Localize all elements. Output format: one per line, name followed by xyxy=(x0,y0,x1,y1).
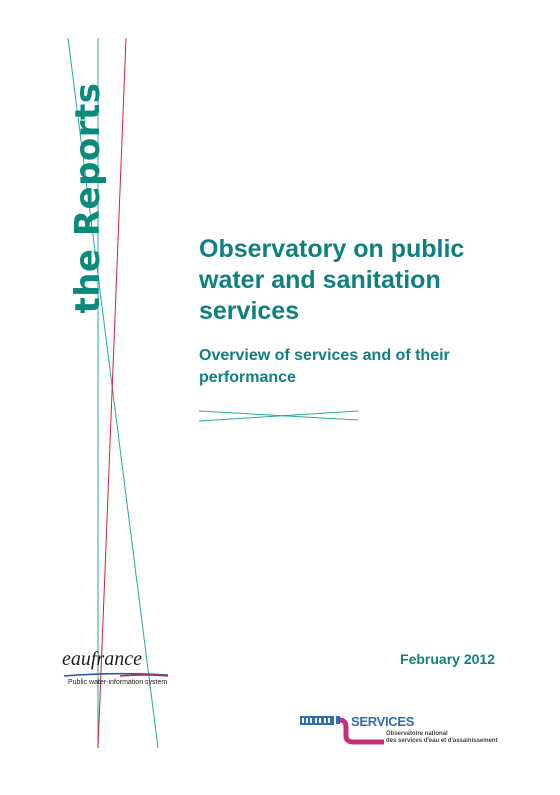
series-label: the Reports xyxy=(68,82,108,314)
services-tagline-2: des services d'eau et d'assainissement xyxy=(386,738,498,744)
eaufrance-swoosh-icon xyxy=(63,672,169,677)
services-tagline-1: Observatoire national xyxy=(386,731,448,737)
teal-line-left xyxy=(67,37,159,749)
eaufrance-logo: eaufrance Public water-information syste… xyxy=(62,648,172,688)
report-subtitle: Overview of services and of their perfor… xyxy=(199,347,450,386)
eaufrance-wordmark: eaufrance xyxy=(62,648,142,670)
eaufrance-tagline: Public water-information system xyxy=(68,679,168,686)
red-line xyxy=(97,37,127,749)
separator-line-2 xyxy=(198,410,359,422)
services-name: SERVICES xyxy=(351,714,415,729)
services-logo: SERVICES Observatoire national des servi… xyxy=(298,712,503,746)
report-title: Observatory on public water and sanitati… xyxy=(199,235,465,325)
publication-date: February 2012 xyxy=(400,651,495,667)
services-pipe-icon xyxy=(300,716,384,745)
